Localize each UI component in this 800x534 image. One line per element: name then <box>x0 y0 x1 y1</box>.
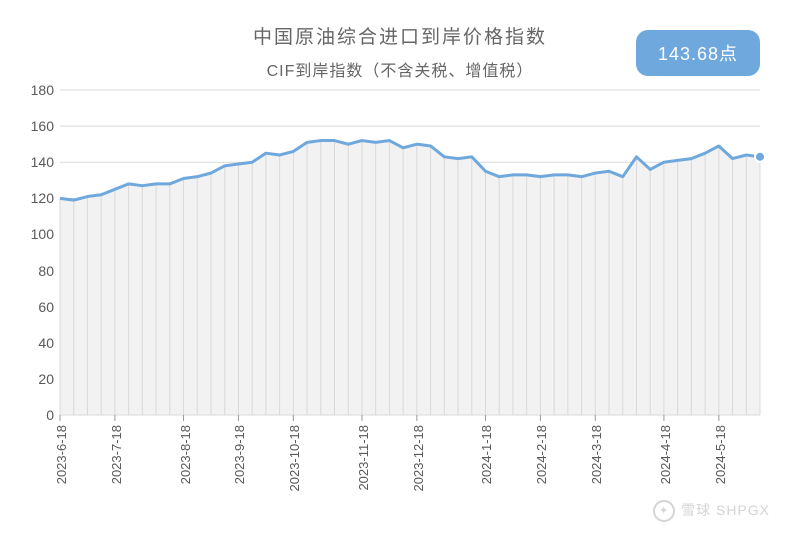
y-axis-label: 180 <box>22 82 54 98</box>
watermark-text: 雪球 SHPGX <box>681 502 770 518</box>
y-axis-label: 0 <box>22 407 54 423</box>
x-axis-label: 2024-3-18 <box>589 425 604 484</box>
y-axis-label: 120 <box>22 190 54 206</box>
x-axis-label: 2023-9-18 <box>232 425 247 484</box>
y-axis-label: 80 <box>22 263 54 279</box>
y-axis-label: 160 <box>22 118 54 134</box>
area-fill <box>60 141 760 415</box>
y-axis-label: 20 <box>22 371 54 387</box>
watermark: ✦ 雪球 SHPGX <box>653 500 770 522</box>
x-axis-label: 2023-8-18 <box>178 425 193 484</box>
y-axis-label: 100 <box>22 226 54 242</box>
x-axis-label: 2023-11-18 <box>356 425 371 491</box>
x-axis-label: 2023-6-18 <box>54 425 69 484</box>
plot-area: 0204060801001201401601802023-6-182023-7-… <box>60 90 760 415</box>
current-value-badge: 143.68点 <box>636 30 760 76</box>
chart-container: 中国原油综合进口到岸价格指数 CIF到岸指数（不含关税、增值税） 143.68点… <box>0 0 800 534</box>
x-axis-label: 2023-7-18 <box>109 425 124 484</box>
x-axis-label: 2024-2-18 <box>534 425 549 484</box>
x-axis-label: 2024-4-18 <box>658 425 673 484</box>
x-axis-label: 2023-10-18 <box>287 425 302 492</box>
y-axis-label: 40 <box>22 335 54 351</box>
y-axis-label: 140 <box>22 154 54 170</box>
x-axis-label: 2024-5-18 <box>713 425 728 484</box>
x-axis-label: 2023-12-18 <box>411 425 426 492</box>
watermark-icon: ✦ <box>653 500 675 522</box>
x-axis-label: 2024-1-18 <box>479 425 494 484</box>
plot-svg <box>60 90 760 415</box>
y-axis-label: 60 <box>22 299 54 315</box>
end-marker <box>755 152 765 162</box>
